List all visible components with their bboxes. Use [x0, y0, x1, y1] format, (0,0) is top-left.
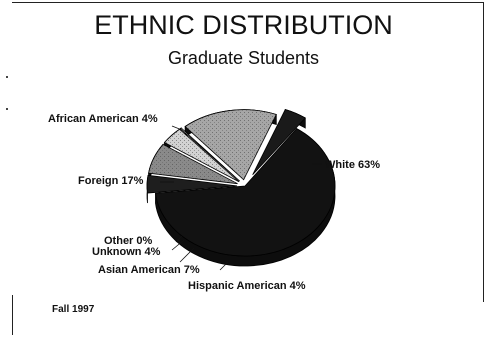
frame-right-border: [483, 2, 484, 302]
slice-label-white: White 63%: [325, 159, 380, 171]
chart-title: ETHNIC DISTRIBUTION: [94, 10, 393, 40]
pie-slice-white: [155, 128, 336, 257]
pie-slice-other: [179, 127, 241, 182]
leader-line: [219, 261, 229, 271]
slice-label-foreign: Foreign 17%: [78, 175, 144, 187]
scan-speck: [6, 76, 8, 78]
chart-subtitle: Graduate Students: [167, 48, 320, 68]
slice-label-african-american: African American 4%: [48, 113, 158, 125]
leader-line: [171, 239, 185, 251]
leader-line: [171, 125, 183, 131]
frame-top-border: [12, 2, 484, 3]
pie-slice-texture: [148, 144, 238, 184]
leader-line: [179, 247, 195, 263]
slice-label-hispanic-american: Hispanic American 4%: [188, 280, 306, 292]
frame-left-border: [12, 295, 13, 335]
pie-slice-texture: [164, 129, 239, 182]
slice-label-asian-american: Asian American 7%: [98, 264, 200, 276]
pie-slice-texture: [185, 109, 277, 180]
pie-slice-african-american: [252, 109, 306, 176]
leader-line: [175, 235, 183, 243]
slice-label-other: Other 0%: [104, 235, 153, 247]
pie-slice-hispanic-american: [146, 174, 238, 194]
chart-footnote: Fall 1997: [52, 304, 95, 315]
slice-label-unknown: Unknown 4%: [92, 246, 161, 258]
scan-speck: [6, 108, 8, 110]
